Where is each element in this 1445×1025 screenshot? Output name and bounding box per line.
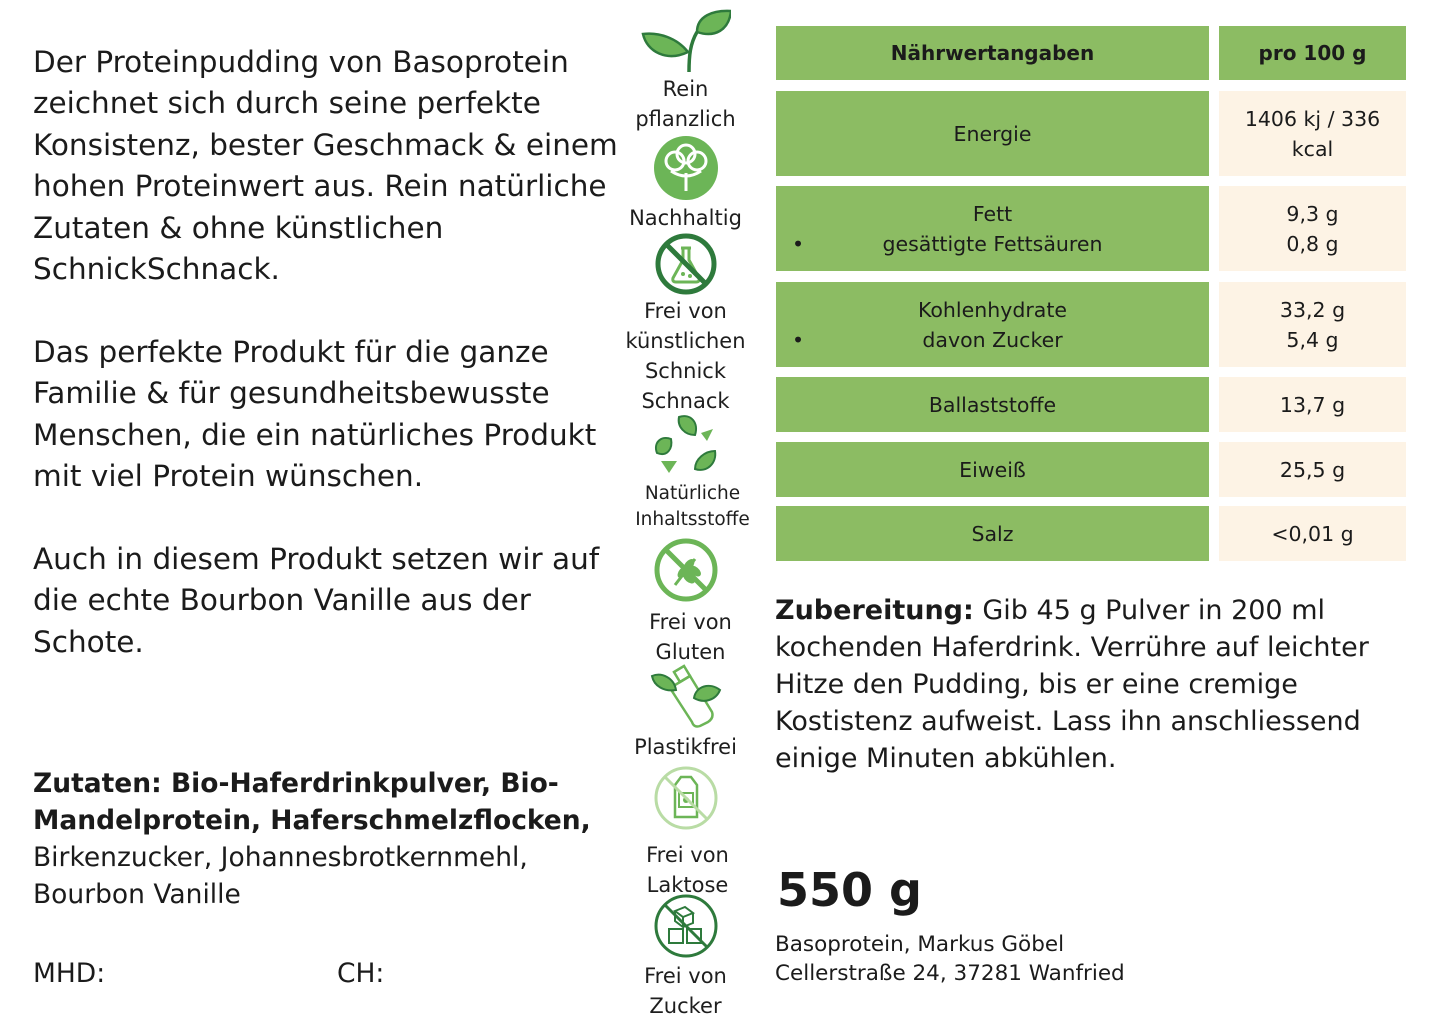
ingredients-rest: Birkenzucker, Johannesbrotkernmehl, Bour…	[33, 842, 528, 910]
badge-frei-gluten: Frei von Gluten	[618, 537, 753, 667]
badge-column: Rein pflanzlich Nachhaltig Frei von küns…	[618, 0, 753, 1025]
nutrition-header-unit: pro 100 g	[1219, 26, 1406, 80]
no-lactose-icon	[654, 766, 717, 830]
nutrient-name: Fett	[972, 201, 1013, 226]
nutrition-row-eiweiss: Eiweiß 25,5 g	[776, 442, 1406, 497]
badge-label: Rein pflanzlich	[635, 77, 736, 131]
preparation-body: Gib 45 g Pulver in 200 ml kochenden Hafe…	[775, 595, 1369, 774]
company-street: Cellerstraße 24, 37281 Wanfried	[775, 961, 1125, 986]
nutrient-name-cell: Fett gesättigte Fettsäuren	[776, 186, 1209, 271]
nutrient-value: 5,4 g	[1286, 327, 1339, 352]
nutrient-name-cell: Energie	[776, 91, 1209, 176]
no-gluten-icon	[654, 538, 717, 602]
badge-label: Natürliche Inhaltsstoffe	[635, 483, 750, 530]
nutrient-value-cell: 9,3 g 0,8 g	[1219, 186, 1406, 271]
badge-rein-pflanzlich: Rein pflanzlich	[618, 8, 753, 134]
nutrition-row-ballaststoffe: Ballaststoffe 13,7 g	[776, 377, 1406, 432]
sprout-icon	[640, 9, 731, 73]
nutrition-row-kohlenhydrate: Kohlenhydrate davon Zucker 33,2 g 5,4 g	[776, 282, 1406, 367]
net-weight: 550 g	[777, 863, 922, 917]
nutrient-name: Kohlenhydrate	[917, 297, 1068, 322]
ch-label: CH:	[337, 958, 385, 989]
ingredients-bold: Zutaten: Bio-Haferdrinkpulver, Bio-Mande…	[33, 768, 591, 836]
nutrient-value-cell: 1406 kj / 336 kcal	[1219, 91, 1406, 176]
badge-label: Frei von Gluten	[649, 610, 732, 664]
nutrition-header-row: Nährwertangaben pro 100 g	[776, 26, 1406, 80]
nutrient-subname: gesättigte Fettsäuren	[776, 229, 1209, 259]
badge-label: Nachhaltig	[629, 206, 742, 230]
nutrient-name: Energie	[953, 121, 1032, 146]
plastic-free-icon	[650, 664, 721, 728]
nutrient-value: 0,8 g	[1286, 231, 1339, 256]
nutrient-value: 25,5 g	[1219, 442, 1406, 497]
mhd-label: MHD:	[33, 958, 106, 989]
recycle-leaves-icon	[654, 415, 716, 473]
cotton-icon	[653, 136, 718, 200]
nutrient-name-cell: Kohlenhydrate davon Zucker	[776, 282, 1209, 367]
badge-natuerliche-inhaltsstoffe: Natürliche Inhaltsstoffe	[618, 413, 753, 533]
nutrition-row-energie: Energie 1406 kj / 336 kcal	[776, 91, 1406, 176]
nutrient-name: Eiweiß	[776, 442, 1209, 497]
nutrient-value-cell: 33,2 g 5,4 g	[1219, 282, 1406, 367]
description-paragraph-2: Das perfekte Produkt für die ganze Famil…	[33, 335, 597, 494]
badge-nachhaltig: Nachhaltig	[618, 135, 753, 233]
nutrition-row-salz: Salz <0,01 g	[776, 506, 1406, 561]
nutrition-header-label: Nährwertangaben	[776, 26, 1209, 80]
description-paragraph-1: Der Proteinpudding von Basoprotein zeich…	[33, 45, 618, 287]
company-address: Basoprotein, Markus Göbel Cellerstraße 2…	[775, 930, 1125, 988]
nutrient-value: <0,01 g	[1219, 506, 1406, 561]
nutrient-value: 9,3 g	[1286, 201, 1339, 226]
preparation-label: Zubereitung:	[775, 595, 974, 626]
badge-label: Plastikfrei	[634, 735, 737, 759]
nutrient-subname: davon Zucker	[776, 325, 1209, 355]
nutrition-row-fett: Fett gesättigte Fettsäuren 9,3 g 0,8 g	[776, 186, 1406, 271]
no-chemicals-icon	[655, 233, 716, 295]
company-name: Basoprotein, Markus Göbel	[775, 932, 1065, 957]
badge-frei-kuenstlich: Frei von künstlichen Schnick Schnack	[618, 232, 753, 416]
nutrient-name: Salz	[776, 506, 1209, 561]
badge-label: Frei von künstlichen Schnick Schnack	[625, 299, 746, 413]
nutrient-name: Ballaststoffe	[776, 377, 1209, 432]
nutrient-value: 1406 kj / 336	[1244, 106, 1381, 131]
nutrient-value: 13,7 g	[1219, 377, 1406, 432]
badge-label: Frei von Laktose	[646, 843, 729, 897]
badge-label: Frei von Zucker	[644, 964, 727, 1018]
badge-frei-zucker: Frei von Zucker	[618, 893, 753, 1021]
description-paragraph-3: Auch in diesem Produkt setzen wir auf di…	[33, 542, 600, 659]
badge-frei-laktose: Frei von Laktose	[618, 765, 753, 900]
nutrient-value: kcal	[1291, 136, 1334, 161]
badge-plastikfrei: Plastikfrei	[618, 662, 753, 762]
nutrient-value: 33,2 g	[1279, 297, 1346, 322]
preparation-text: Zubereitung: Gib 45 g Pulver in 200 ml k…	[775, 592, 1415, 777]
no-sugar-icon	[654, 894, 717, 958]
ingredients: Zutaten: Bio-Haferdrinkpulver, Bio-Mande…	[33, 765, 593, 913]
